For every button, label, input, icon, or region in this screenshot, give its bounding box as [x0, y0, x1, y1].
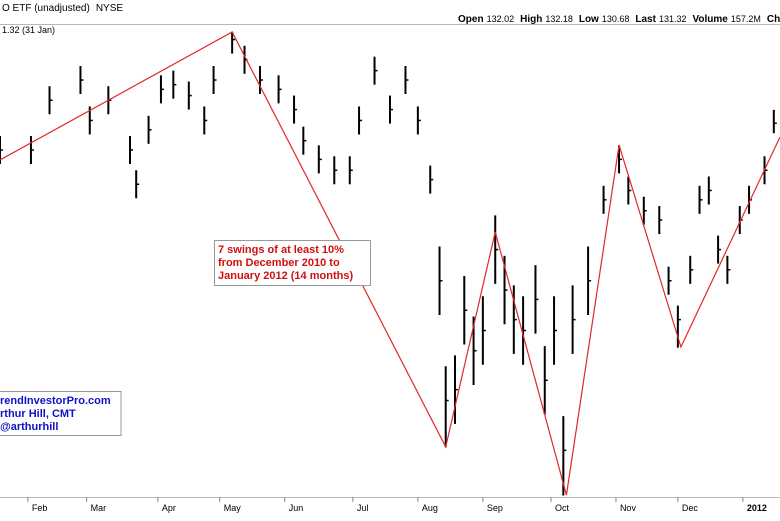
header-left: O ETF (unadjusted) NYSE — [2, 3, 123, 14]
x-tick-label: Nov — [620, 503, 637, 513]
price-bar — [676, 305, 681, 348]
price-bar — [389, 95, 393, 124]
price-bar — [348, 156, 353, 185]
credit-frame — [0, 391, 122, 436]
price-bar — [79, 66, 84, 95]
price-bar — [707, 176, 712, 205]
price-bar — [404, 66, 409, 95]
annotation-line: from December 2010 to — [218, 257, 340, 269]
price-bar — [772, 109, 777, 134]
quote-label: High — [520, 14, 542, 25]
quote-label: Last — [635, 14, 656, 25]
zigzag-line — [0, 31, 780, 496]
price-bar — [416, 106, 421, 135]
price-bar — [231, 31, 236, 54]
credit-line: rendInvestorPro.com — [0, 395, 111, 407]
x-tick-label: Jul — [357, 503, 369, 513]
price-bar — [203, 106, 208, 135]
price-bar — [373, 56, 378, 85]
price-bar — [317, 145, 322, 174]
price-bar — [302, 126, 307, 155]
quote-label: Low — [579, 14, 599, 25]
x-tick-label: Mar — [91, 503, 107, 513]
price-bar — [187, 81, 192, 110]
price-bar — [0, 136, 3, 165]
x-tick-label: Oct — [555, 503, 570, 513]
price-bar — [627, 176, 632, 205]
annotation-box: 7 swings of at least 10% from December 2… — [214, 240, 371, 286]
price-bar — [358, 106, 363, 135]
price-bar — [293, 95, 298, 124]
price-bar — [212, 66, 217, 95]
credit-box: rendInvestorPro.com rthur Hill, CMT @art… — [0, 391, 122, 436]
x-tick-label: Dec — [682, 503, 699, 513]
quote-value: 157.2M — [731, 14, 761, 24]
quote-line: Open 132.02 High 132.18 Low 130.68 Last 131.32 V… — [458, 14, 780, 25]
price-bar — [333, 156, 338, 185]
price-bar — [642, 196, 647, 225]
x-tick-label: Aug — [422, 503, 438, 513]
price-bar — [172, 70, 177, 99]
annotation-line: January 2012 (14 months) — [218, 270, 353, 282]
price-bar — [494, 215, 499, 284]
quote-label: Volume — [692, 14, 728, 25]
price-bar — [429, 165, 434, 194]
price-bar — [277, 75, 282, 104]
quote-value: 131.32 — [659, 14, 687, 24]
price-bar — [618, 145, 623, 174]
price-bar — [481, 296, 486, 365]
x-tick-label: Apr — [162, 503, 176, 513]
credit-line: rthur Hill, CMT — [0, 408, 76, 420]
symbol: O ETF (unadjusted) — [2, 3, 90, 14]
price-bar — [512, 285, 517, 354]
price-bar — [135, 170, 140, 199]
quote-value: 132.18 — [545, 14, 573, 24]
price-bar — [444, 366, 449, 448]
annotation-line: 7 swings of at least 10% — [218, 244, 344, 256]
price-bar — [129, 136, 133, 165]
exchange: NYSE — [96, 3, 124, 14]
price-bar — [602, 185, 607, 214]
last-note: 1.32 (31 Jan) — [2, 25, 55, 35]
annotation-frame — [214, 240, 371, 286]
price-bar — [454, 355, 458, 424]
price-bar — [571, 285, 576, 354]
price-bar — [259, 66, 263, 95]
price-bar — [438, 246, 443, 315]
price-bar — [534, 265, 539, 334]
price-bar — [658, 206, 663, 235]
price-bar — [698, 185, 703, 214]
price-bar — [463, 276, 468, 345]
price-bar — [717, 235, 722, 264]
price-bar — [543, 346, 548, 415]
x-tick-label: May — [224, 503, 242, 513]
price-bar — [48, 86, 53, 115]
credit-line: @arthurhill — [0, 421, 58, 433]
price-bar — [667, 266, 672, 295]
quote-value: 132.02 — [487, 14, 515, 24]
price-bar — [159, 75, 164, 104]
price-bar — [29, 136, 34, 165]
price-bar — [726, 255, 731, 284]
x-tick-label: Sep — [487, 503, 503, 513]
x-tick-label: 2012 — [747, 503, 767, 513]
quote-label: Open — [458, 14, 484, 25]
x-tick-label: Feb — [32, 503, 48, 513]
x-tick-label: Jun — [289, 503, 304, 513]
price-bar — [553, 296, 558, 365]
price-bar — [689, 255, 694, 284]
price-bar — [587, 246, 592, 315]
quote-value: 130.68 — [602, 14, 630, 24]
price-bar — [522, 296, 527, 365]
price-bar — [147, 115, 152, 144]
quote-label: Chg — [767, 14, 780, 25]
